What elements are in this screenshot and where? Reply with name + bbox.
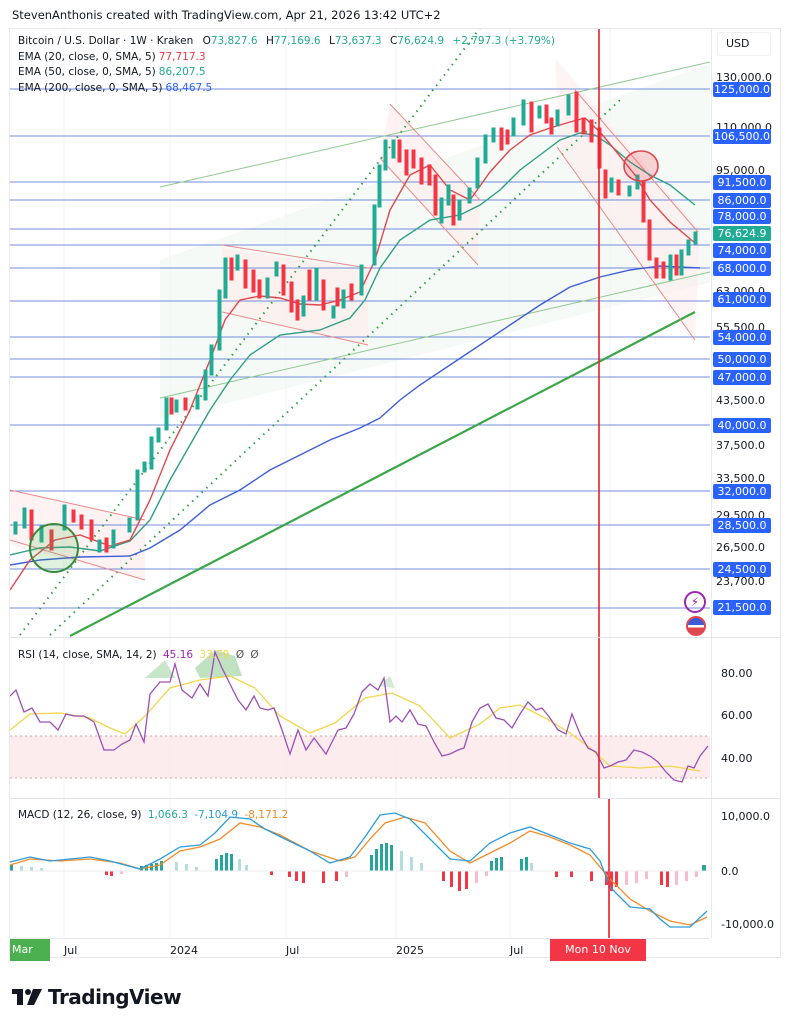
time-label: Jul: [286, 944, 300, 957]
price-pane[interactable]: [10, 29, 710, 637]
high-value: 77,169.6: [273, 35, 321, 47]
cursor-date-tag: Mon 10 Nov '25: [550, 939, 646, 978]
macd-axis-label: 0.0: [721, 865, 739, 878]
pane-divider[interactable]: [10, 798, 781, 799]
macd-axis-label: 10,000.0: [721, 810, 770, 823]
level-tag: 125,000.0: [713, 82, 771, 97]
low-value: 73,637.3: [334, 35, 382, 47]
price-label: 130,000.0: [716, 71, 772, 84]
rsi-pane[interactable]: [10, 638, 710, 798]
price-label: 37,500.0: [716, 439, 765, 452]
symbol-title: Bitcoin / U.S. Dollar · 1W · Kraken: [18, 35, 194, 47]
level-tag: 28,500.0: [713, 518, 771, 533]
price-label: 95,000.0: [716, 164, 765, 177]
level-tag: 74,000.0: [713, 243, 771, 258]
chart-frame: [9, 28, 781, 958]
level-tag: 68,000.0: [713, 261, 771, 276]
price-legend: Bitcoin / U.S. Dollar · 1W · Kraken O73,…: [18, 34, 555, 96]
level-tag: 21,500.0: [713, 600, 771, 615]
breakout-circle: [29, 523, 79, 573]
macd-value: -7,104.9: [194, 809, 239, 821]
level-tag: 47,000.0: [713, 370, 771, 385]
pane-divider[interactable]: [10, 637, 781, 638]
macd-axis[interactable]: [711, 799, 781, 938]
price-chart[interactable]: [10, 29, 710, 637]
time-label: Jul: [510, 944, 524, 957]
close-value: 76,624.9: [397, 35, 445, 47]
level-tag: 86,000.0: [713, 193, 771, 208]
level-tag: 54,000.0: [713, 330, 771, 345]
rsi-axis-label: 60.00: [721, 709, 753, 722]
ema200-legend[interactable]: EMA (200, close, 0, SMA, 5) 68,467.5: [18, 81, 213, 94]
currency-button[interactable]: USD: [717, 32, 771, 56]
last-price-tag: 76,624.9: [713, 226, 771, 241]
macd-axis-label: -10,000.0: [721, 918, 774, 931]
price-label: 43,500.0: [716, 394, 765, 407]
level-tag: 24,500.0: [713, 562, 771, 577]
time-label: Jul: [64, 944, 78, 957]
rsi-axis-label: 40.00: [721, 752, 753, 765]
rsi-axis[interactable]: [711, 638, 781, 798]
lightning-event-icon[interactable]: ⚡: [684, 591, 706, 613]
rsi-ma-value: 33.79: [199, 649, 230, 661]
macd-chart[interactable]: [10, 799, 710, 938]
brand-name: TradingView: [48, 985, 182, 1009]
ema20-legend[interactable]: EMA (20, close, 0, SMA, 5) 77,717.3: [18, 50, 206, 63]
level-tag: 106,500.0: [713, 129, 771, 144]
rsi-axis-label: 80.00: [721, 667, 753, 680]
start-date-tag: Mar '23: [10, 939, 50, 978]
time-label: 2025: [396, 944, 424, 957]
time-label: 2024: [170, 944, 198, 957]
level-tag: 50,000.0: [713, 352, 771, 367]
level-tag: 40,000.0: [713, 418, 771, 433]
time-axis[interactable]: Mar '23 Jul 2024 Jul 2025 Jul Mon 10 Nov…: [10, 938, 710, 978]
chart-credit: StevenAnthonis created with TradingView.…: [12, 8, 441, 22]
rsi-value: 45.16: [163, 649, 194, 661]
level-tag: 78,000.0: [713, 209, 771, 224]
macd-pane[interactable]: [10, 799, 710, 938]
tradingview-logo-icon: [12, 989, 42, 1005]
rejection-ellipse: [623, 150, 659, 182]
price-axis[interactable]: [711, 29, 781, 637]
macd-hist-value: 1,066.3: [147, 809, 188, 821]
ema50-legend[interactable]: EMA (50, close, 0, SMA, 5) 86,207.5: [18, 66, 206, 78]
price-label: 26,500.0: [716, 541, 765, 554]
level-tag: 61,000.0: [713, 292, 771, 307]
level-tag: 91,500.0: [713, 175, 771, 190]
tradingview-logo[interactable]: TradingView: [12, 985, 182, 1009]
us-flag-event-icon[interactable]: [686, 616, 706, 636]
price-label: 23,700.0: [716, 575, 765, 588]
macd-signal-value: -8,171.2: [244, 809, 289, 821]
price-label: 33,500.0: [716, 472, 765, 485]
rsi-chart[interactable]: [10, 638, 710, 798]
macd-legend[interactable]: MACD (12, 26, close, 9) 1,066.3 -7,104.9…: [18, 809, 289, 821]
rsi-legend[interactable]: RSI (14, close, SMA, 14, 2) 45.16 33.79 …: [18, 649, 259, 661]
symbol-line: Bitcoin / U.S. Dollar · 1W · Kraken O73,…: [18, 35, 555, 47]
open-value: 73,827.6: [210, 35, 258, 47]
change-value: +2,797.3 (+3.79%): [452, 35, 555, 47]
level-tag: 32,000.0: [713, 484, 771, 499]
